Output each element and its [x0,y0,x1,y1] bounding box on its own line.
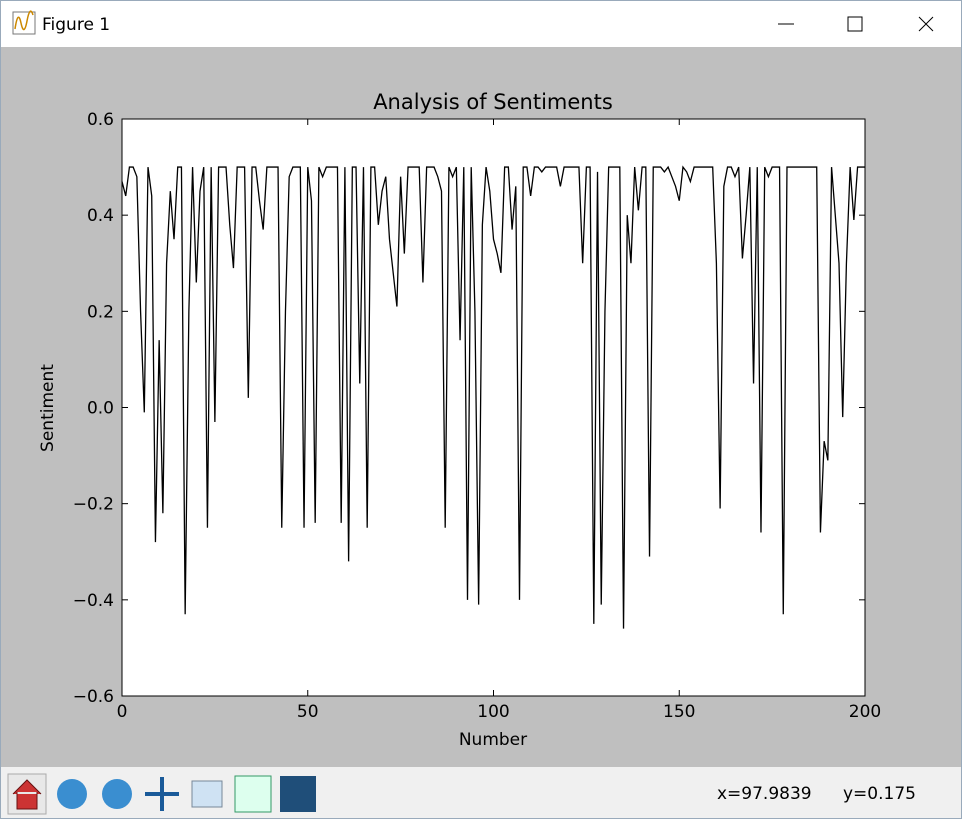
x-tick-label: 100 [477,702,509,722]
x-tick-label: 50 [297,702,319,722]
y-tick-label: 0.2 [87,302,114,322]
maximize-button[interactable] [847,16,863,32]
subplots-button[interactable] [234,775,272,813]
y-tick-label: 0.6 [87,110,114,130]
back-button[interactable] [57,779,87,809]
app-icon-wave [14,10,34,31]
x-axis-label: Number [459,730,527,750]
y-axis-label: Sentiment [38,364,58,452]
y-tick-label: 0.4 [87,206,114,226]
status-y: y=0.175 [843,784,916,804]
toolbar-buttons [7,773,316,815]
data-line [121,165,865,629]
x-tick-label: 0 [117,702,128,722]
chart-title: Analysis of Sentiments [373,90,613,114]
y-tick-label: −0.2 [73,495,114,515]
y-tick-label: 0.0 [87,399,114,419]
y-tick-label: −0.4 [73,591,114,611]
save-button[interactable] [280,776,316,812]
home-icon [12,779,42,810]
y-tick-label: −0.6 [73,687,114,707]
close-button[interactable] [918,16,934,32]
x-tick-label: 200 [849,702,881,722]
title-bar [1,1,961,47]
pan-button[interactable] [145,777,179,811]
zoom-button[interactable] [191,780,223,808]
plot-area [121,118,866,697]
window-title: Figure 1 [42,15,110,35]
status-x: x=97.9839 [717,784,812,804]
x-tick-label: 150 [663,702,695,722]
forward-button[interactable] [102,779,132,809]
